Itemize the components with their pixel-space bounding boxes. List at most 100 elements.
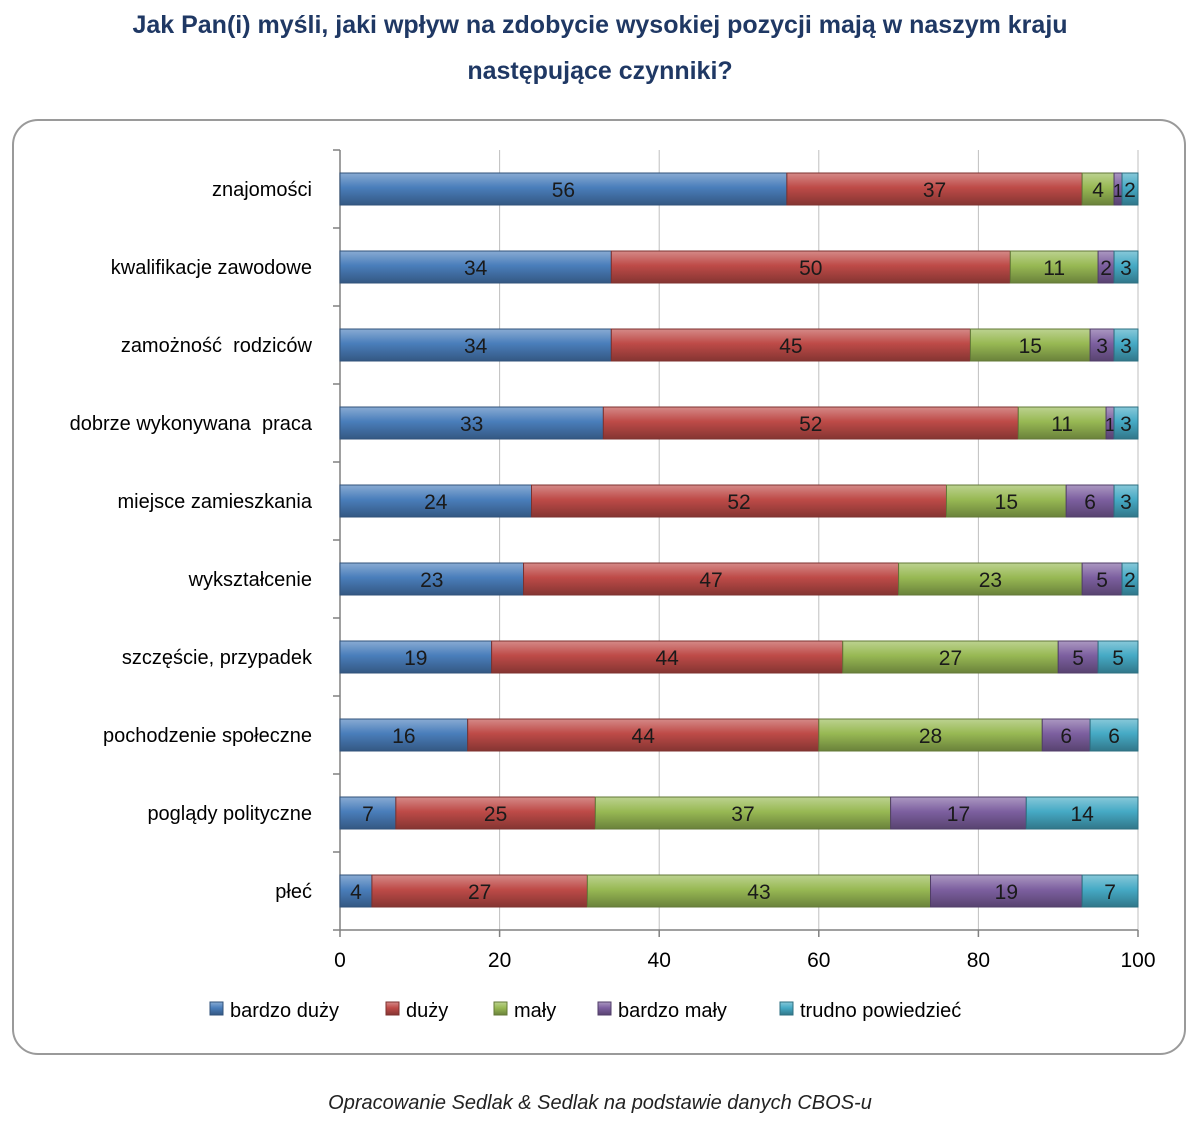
bar-segment [339, 250, 612, 284]
data-label: 1 [1113, 181, 1123, 201]
legend-swatch [779, 1001, 794, 1016]
category-label: zamożność rodziców [121, 335, 313, 357]
data-label: 2 [1124, 569, 1136, 592]
bar-segment [1113, 250, 1139, 284]
data-label: 3 [1120, 413, 1132, 436]
data-label: 3 [1120, 491, 1132, 514]
legend-label: mały [514, 1000, 556, 1022]
bar-segment [531, 484, 947, 518]
data-label: 43 [747, 881, 770, 904]
bar-segment [1081, 874, 1139, 908]
bar-segment [969, 328, 1091, 362]
source-note: Opracowanie Sedlak & Sedlak na podstawie… [328, 1092, 872, 1114]
data-label: 4 [350, 881, 362, 904]
data-label: 3 [1120, 335, 1132, 358]
bar-segment [1089, 718, 1139, 752]
bar-segment [610, 250, 1011, 284]
bar-segment [339, 484, 533, 518]
data-label: 34 [464, 257, 488, 280]
data-label: 15 [1019, 335, 1042, 358]
x-tick-label: 20 [488, 949, 511, 972]
bar-segment [610, 328, 971, 362]
data-label: 7 [362, 803, 374, 826]
category-label: znajomości [212, 179, 312, 201]
data-label: 16 [392, 725, 415, 748]
bar-segment [339, 406, 604, 440]
bar-segment [1121, 172, 1139, 206]
x-tick-label: 80 [967, 949, 990, 972]
data-label: 56 [552, 179, 575, 202]
bar-segment [1065, 484, 1115, 518]
category-label: poglądy polityczne [147, 803, 312, 825]
bar-segment [1121, 562, 1139, 596]
bar-segment [491, 640, 844, 674]
data-label: 23 [979, 569, 1002, 592]
bar-segment [339, 718, 469, 752]
data-label: 27 [939, 647, 962, 670]
data-label: 17 [947, 803, 970, 826]
chart-area: 0 20 40 60 80 100 znajomości 56 37 4 1 2 kwalifikacj… [12, 119, 1186, 1055]
bar-segment [1057, 640, 1099, 674]
data-label: 5 [1096, 569, 1108, 592]
bar-segment [339, 562, 525, 596]
data-label: 25 [484, 803, 507, 826]
data-label: 11 [1051, 413, 1073, 436]
category-label: pochodzenie społeczne [103, 725, 312, 747]
legend-label: duży [406, 1000, 448, 1022]
data-label: 3 [1120, 257, 1132, 280]
bar-segment [1081, 562, 1123, 596]
category-label: kwalifikacje zawodowe [111, 257, 312, 279]
legend-swatch [493, 1001, 508, 1016]
data-label: 19 [404, 647, 427, 670]
legend-label: trudno powiedzieć [800, 1000, 961, 1022]
data-label: 6 [1084, 491, 1096, 514]
data-label: 24 [424, 491, 448, 514]
category-label: miejsce zamieszkania [117, 491, 312, 513]
data-label: 52 [727, 491, 750, 514]
data-label: 7 [1104, 881, 1116, 904]
bar-segment [339, 172, 788, 206]
data-label: 2 [1124, 179, 1136, 202]
data-label: 4 [1092, 179, 1104, 202]
legend-swatch [597, 1001, 612, 1016]
category-label: dobrze wykonywana praca [70, 413, 313, 435]
category-label: szczęście, przypadek [122, 647, 313, 669]
data-label: 50 [799, 257, 822, 280]
bar-segment [1025, 796, 1139, 830]
data-label: 23 [420, 569, 443, 592]
bar-segment [602, 406, 1019, 440]
data-label: 34 [464, 335, 488, 358]
bar-segment [930, 874, 1083, 908]
legend-label: bardzo duży [230, 1000, 339, 1022]
data-label: 19 [995, 881, 1018, 904]
bar-segment [1113, 484, 1139, 518]
category-label: płeć [275, 881, 312, 903]
data-label: 1 [1105, 415, 1115, 435]
data-label: 14 [1070, 803, 1094, 826]
bar-segment [1113, 328, 1139, 362]
bar-segment [371, 874, 588, 908]
bar-segment [1081, 172, 1115, 206]
x-tick-label: 40 [648, 949, 671, 972]
bar-segment [1097, 640, 1139, 674]
data-label: 45 [779, 335, 802, 358]
data-label: 33 [460, 413, 483, 436]
bar-segment [818, 718, 1043, 752]
bar-segment [786, 172, 1083, 206]
bar-segment [1017, 406, 1107, 440]
data-label: 47 [699, 569, 722, 592]
data-label: 3 [1096, 335, 1108, 358]
bar-segment [1113, 406, 1139, 440]
data-label: 5 [1072, 647, 1084, 670]
data-label: 27 [468, 881, 491, 904]
data-label: 52 [799, 413, 822, 436]
category-label: wykształcenie [188, 569, 312, 591]
legend-label: bardzo mały [618, 1000, 727, 1022]
x-tick-label: 100 [1120, 949, 1155, 972]
data-label: 37 [731, 803, 754, 826]
bar-segment [523, 562, 900, 596]
data-label: 15 [995, 491, 1018, 514]
bar-segment [339, 640, 493, 674]
data-label: 37 [923, 179, 946, 202]
